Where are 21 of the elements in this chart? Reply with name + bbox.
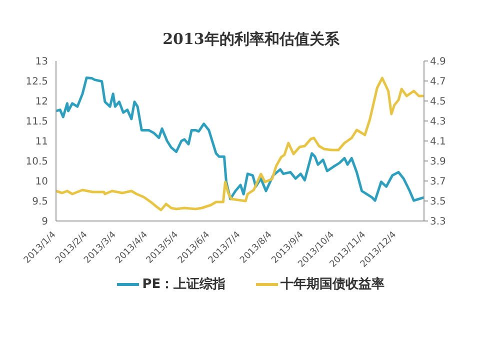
y-tick-label: 9: [42, 216, 48, 228]
y2-tick-label: 3.3: [430, 216, 446, 228]
y2-tick-label: 4.1: [430, 136, 446, 148]
y-tick-label: 10: [35, 176, 48, 188]
y2-tick-label: 4.3: [430, 116, 446, 128]
legend-label: 十年期国债收益率: [280, 276, 385, 293]
legend-label: PE：上证综指: [142, 276, 226, 293]
y-tick-label: 11: [35, 136, 48, 148]
y-tick-label: 10.5: [26, 156, 48, 168]
y-tick-label: 11.5: [26, 116, 48, 128]
y-tick-label: 13: [35, 56, 48, 68]
y2-tick-label: 3.9: [430, 156, 446, 168]
y2-tick-label: 3.5: [430, 196, 446, 208]
y-tick-label: 9.5: [32, 196, 48, 208]
y-tick-label: 12: [35, 96, 48, 108]
y-tick-label: 12.5: [26, 76, 48, 88]
y2-tick-label: 4.7: [430, 76, 446, 88]
y2-tick-label: 4.9: [430, 56, 446, 68]
y2-tick-label: 4.5: [430, 96, 446, 108]
chart-title: 2013年的利率和估值关系: [162, 30, 340, 49]
y2-tick-label: 3.7: [430, 176, 446, 188]
